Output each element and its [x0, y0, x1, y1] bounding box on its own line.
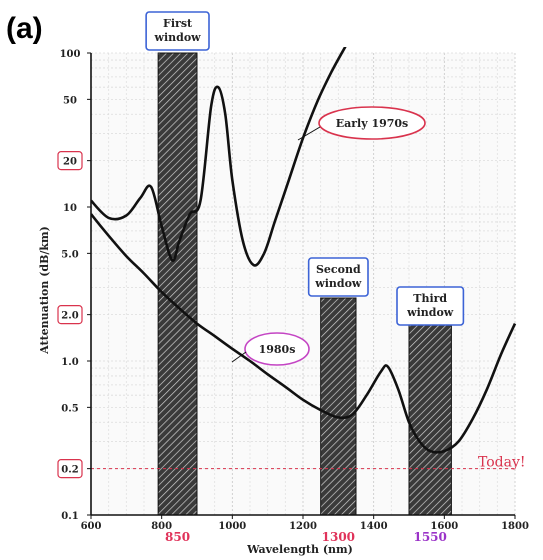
early-1970s-callout-box	[318, 106, 426, 140]
1980s-callout-box	[244, 332, 310, 366]
x-tick-labels: 600 800 1000 1200 1400 1600 1800	[81, 515, 529, 532]
window-wavelength-label: 1300	[322, 530, 355, 544]
y-tick-label: 20	[63, 157, 77, 168]
1980s-leader	[231, 351, 247, 363]
y-tick-label: 2.0	[61, 311, 78, 322]
y-tick-label: 0.2	[61, 465, 78, 476]
x-tick-label: 1600	[430, 521, 458, 532]
window-band	[320, 297, 357, 516]
window-wavelength-labels: 850 1300 1550	[165, 530, 447, 544]
y-tick-highlight-box	[57, 305, 83, 325]
series-line	[91, 213, 517, 454]
window-label: window	[153, 31, 201, 44]
x-tick-label: 1800	[501, 521, 529, 532]
window-band	[157, 52, 198, 516]
window-label: window	[406, 306, 454, 319]
x-tick-label: 1000	[218, 521, 246, 532]
y-tick-highlight-box	[57, 151, 83, 171]
y-tick-label: 5.0	[61, 249, 78, 260]
window-label: Third	[413, 292, 447, 305]
y-tick-label: 0.5	[61, 403, 78, 414]
series-line	[91, 47, 347, 267]
window-band	[408, 324, 452, 516]
window-wavelength-label: 850	[165, 530, 190, 544]
y-tick-label: 0.1	[61, 511, 78, 522]
x-tick-label: 800	[151, 521, 172, 532]
y-tick-labels: 100 50 20 10 5.0 2.0 1.0 0.5 0.2 0.1	[57, 49, 91, 522]
y-tick-label: 50	[63, 95, 77, 106]
early-1970s-leader	[297, 126, 321, 141]
y-tick-label: 1.0	[61, 357, 78, 368]
today-label: Today!	[478, 455, 526, 471]
series-lines	[91, 47, 517, 454]
window-label-box	[307, 257, 369, 297]
x-tick-label: 600	[81, 521, 102, 532]
y-tick-label: 100	[60, 49, 81, 60]
1980s-label: 1980s	[259, 343, 296, 356]
window-label: window	[314, 277, 362, 290]
window-label: Second	[316, 263, 361, 276]
window-wavelength-label: 1550	[413, 530, 446, 544]
early-1970s-label: Early 1970s	[336, 117, 409, 130]
y-tick-label: 10	[63, 203, 77, 214]
window-label: First	[163, 17, 193, 30]
y-axis-title: Attenuation (dB/km)	[38, 226, 51, 355]
curve-callouts: Early 1970s 1980s	[231, 106, 426, 366]
x-tick-label: 1200	[289, 521, 317, 532]
window-label-box	[145, 11, 210, 51]
today-line: Today!	[91, 455, 526, 471]
y-tick-highlight-box	[57, 459, 83, 479]
x-axis-title: Wavelength (nm)	[246, 543, 353, 556]
panel-label: (a)	[6, 12, 43, 45]
x-tick-label: 1400	[360, 521, 388, 532]
window-label-box	[396, 286, 465, 326]
